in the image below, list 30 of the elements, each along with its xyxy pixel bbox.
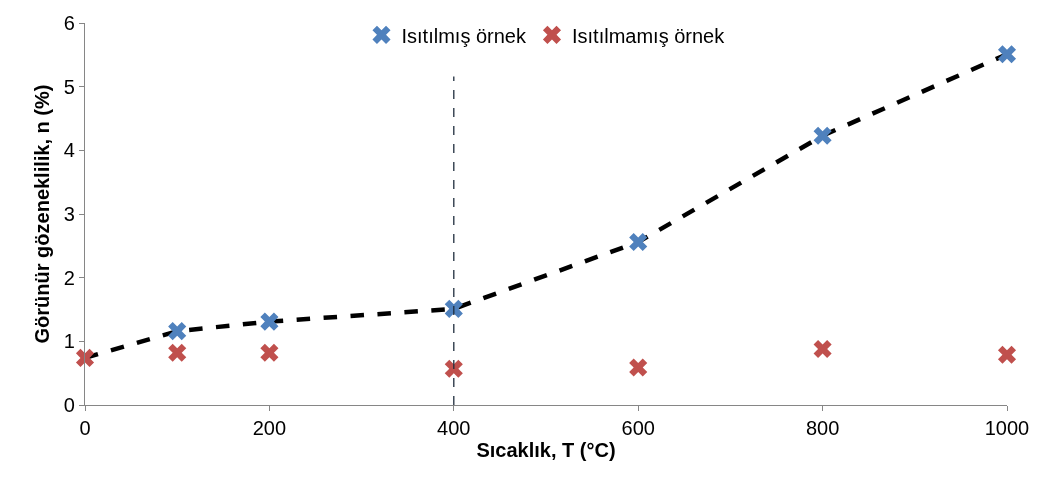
point [168, 322, 187, 341]
point [629, 358, 648, 377]
x-tick-label: 1000 [984, 417, 1030, 440]
legend-label: Isıtılmamış örnek [571, 24, 726, 47]
y-tick-label: 0 [63, 394, 75, 416]
point [168, 343, 187, 362]
x-tick-label: 0 [79, 417, 91, 440]
x-axis-title: Sıcaklık, T (°C) [476, 438, 616, 461]
x-tick-label: 200 [252, 417, 287, 440]
point [813, 339, 832, 359]
point [444, 299, 463, 318]
y-tick-label: 2 [63, 266, 75, 289]
x-tick-label: 800 [805, 417, 840, 440]
y-tick-label: 1 [63, 330, 75, 353]
y-tick-label: 4 [63, 139, 75, 162]
legend-label: Isıtılmış örnek [401, 24, 527, 47]
y-tick-label: 5 [63, 75, 75, 98]
point [75, 348, 95, 367]
point [629, 232, 648, 252]
point [997, 345, 1017, 364]
x-tick-label: 600 [621, 417, 655, 440]
point [444, 359, 463, 378]
y-axis-title: Görünür gözeneklilik, n (%) [31, 84, 54, 344]
x-tick-label: 400 [437, 417, 471, 440]
y-tick-label: 3 [63, 203, 75, 225]
y-tick-label: 6 [63, 12, 75, 34]
point [813, 126, 832, 145]
point [260, 312, 279, 331]
point [260, 343, 279, 362]
point [997, 45, 1017, 64]
